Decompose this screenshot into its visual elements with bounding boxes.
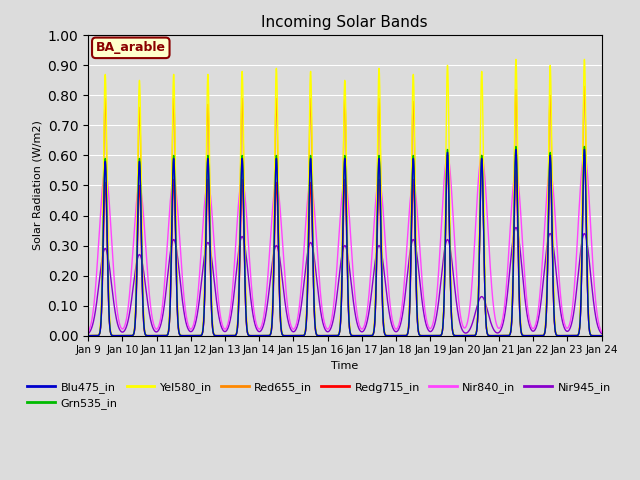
Nir945_in	[118, 329, 125, 335]
Blu475_in	[118, 333, 125, 338]
Blu475_in	[598, 333, 605, 338]
Red655_in	[598, 333, 605, 338]
Nir945_in	[512, 225, 520, 230]
Line: Blu475_in: Blu475_in	[88, 149, 602, 336]
Nir840_in	[462, 324, 470, 329]
Nir840_in	[393, 326, 401, 332]
Red655_in	[580, 84, 588, 89]
Grn535_in	[301, 330, 309, 336]
Yel580_in	[118, 333, 125, 338]
Blu475_in	[99, 231, 107, 237]
Redg715_in	[354, 333, 362, 338]
Grn535_in	[84, 333, 92, 338]
Nir840_in	[99, 176, 107, 181]
Red655_in	[393, 333, 401, 338]
Title: Incoming Solar Bands: Incoming Solar Bands	[262, 15, 428, 30]
X-axis label: Time: Time	[331, 361, 358, 371]
Yel580_in	[580, 57, 588, 62]
Red655_in	[301, 330, 309, 336]
Blu475_in	[393, 333, 401, 338]
Yel580_in	[462, 333, 470, 338]
Line: Nir840_in: Nir840_in	[88, 153, 602, 332]
Redg715_in	[84, 333, 92, 338]
Text: BA_arable: BA_arable	[96, 41, 166, 54]
Yel580_in	[598, 333, 605, 338]
Grn535_in	[598, 333, 605, 338]
Blu475_in	[462, 333, 470, 338]
Redg715_in	[393, 333, 401, 338]
Grn535_in	[354, 333, 362, 338]
Line: Yel580_in: Yel580_in	[88, 60, 602, 336]
Grn535_in	[462, 333, 470, 338]
Line: Grn535_in: Grn535_in	[88, 146, 602, 336]
Redg715_in	[598, 333, 605, 338]
Blu475_in	[84, 333, 92, 338]
Nir840_in	[301, 230, 309, 236]
Grn535_in	[118, 333, 125, 338]
Redg715_in	[301, 331, 309, 336]
Red655_in	[118, 333, 125, 338]
Nir945_in	[99, 250, 107, 256]
Nir945_in	[598, 331, 605, 336]
Yel580_in	[393, 333, 401, 338]
Nir945_in	[84, 331, 92, 336]
Nir840_in	[118, 325, 125, 331]
Nir945_in	[462, 330, 470, 336]
Redg715_in	[462, 333, 470, 338]
Yel580_in	[99, 181, 107, 187]
Red655_in	[99, 195, 107, 201]
Redg715_in	[118, 333, 125, 338]
Redg715_in	[99, 244, 107, 250]
Nir840_in	[580, 150, 588, 156]
Nir840_in	[354, 313, 362, 319]
Red655_in	[354, 333, 362, 338]
Redg715_in	[580, 150, 588, 156]
Line: Redg715_in: Redg715_in	[88, 153, 602, 336]
Yel580_in	[354, 333, 362, 338]
Grn535_in	[393, 333, 401, 338]
Grn535_in	[99, 230, 107, 236]
Grn535_in	[580, 144, 588, 149]
Nir945_in	[354, 322, 362, 327]
Yel580_in	[84, 333, 92, 338]
Nir945_in	[301, 271, 309, 276]
Nir840_in	[598, 329, 605, 335]
Nir840_in	[84, 329, 92, 335]
Legend: Blu475_in, Grn535_in, Yel580_in, Red655_in, Redg715_in, Nir840_in, Nir945_in: Blu475_in, Grn535_in, Yel580_in, Red655_…	[23, 377, 616, 413]
Blu475_in	[354, 333, 362, 338]
Red655_in	[462, 333, 470, 338]
Red655_in	[84, 333, 92, 338]
Line: Nir945_in: Nir945_in	[88, 228, 602, 334]
Line: Red655_in: Red655_in	[88, 86, 602, 336]
Y-axis label: Solar Radiation (W/m2): Solar Radiation (W/m2)	[32, 120, 42, 251]
Blu475_in	[301, 330, 309, 336]
Yel580_in	[301, 329, 309, 335]
Nir945_in	[393, 328, 401, 334]
Blu475_in	[580, 146, 588, 152]
